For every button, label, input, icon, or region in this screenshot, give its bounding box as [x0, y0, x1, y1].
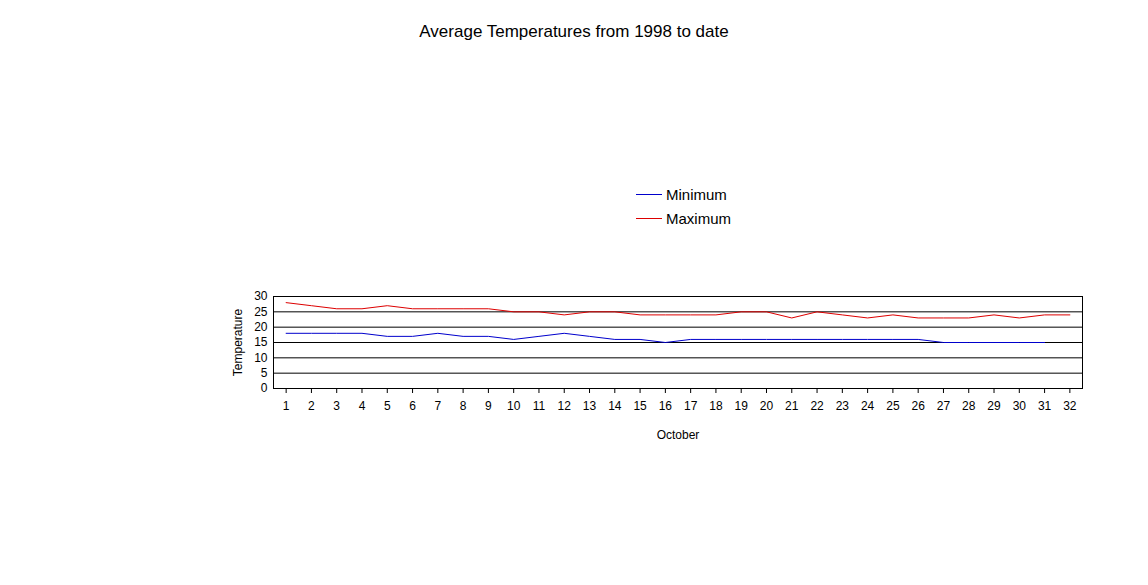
svg-text:30: 30	[1013, 399, 1027, 413]
svg-text:Temperature: Temperature	[231, 308, 245, 376]
svg-text:4: 4	[359, 399, 366, 413]
svg-text:15: 15	[633, 399, 647, 413]
svg-text:11: 11	[533, 399, 546, 413]
svg-text:25: 25	[886, 399, 900, 413]
svg-text:13: 13	[583, 399, 597, 413]
svg-text:20: 20	[254, 320, 268, 334]
svg-text:27: 27	[937, 399, 951, 413]
svg-text:21: 21	[785, 399, 799, 413]
svg-text:0: 0	[261, 381, 268, 395]
svg-text:15: 15	[254, 335, 268, 349]
svg-text:24: 24	[861, 399, 875, 413]
html-text:Maximum: Maximum	[666, 209, 731, 227]
svg-text:31: 31	[1038, 399, 1052, 413]
svg-text:12: 12	[558, 399, 572, 413]
svg-text:16: 16	[659, 399, 673, 413]
svg-text:8: 8	[460, 399, 467, 413]
svg-text:1: 1	[283, 399, 290, 413]
svg-text:26: 26	[911, 399, 925, 413]
svg-text:14: 14	[608, 399, 622, 413]
svg-text:25: 25	[254, 305, 268, 319]
html-text:Minimum: Minimum	[666, 185, 727, 203]
svg-text:30: 30	[254, 289, 268, 303]
svg-text:6: 6	[409, 399, 416, 413]
svg-text:32: 32	[1063, 399, 1077, 413]
svg-text:October: October	[657, 428, 700, 442]
svg-text:20: 20	[760, 399, 774, 413]
svg-text:22: 22	[810, 399, 824, 413]
svg-text:3: 3	[333, 399, 340, 413]
svg-text:17: 17	[684, 399, 698, 413]
svg-text:2: 2	[308, 399, 315, 413]
svg-text:19: 19	[735, 399, 749, 413]
svg-text:9: 9	[485, 399, 492, 413]
svg-text:29: 29	[987, 399, 1001, 413]
svg-text:23: 23	[836, 399, 850, 413]
svg-text:7: 7	[434, 399, 441, 413]
svg-text:18: 18	[709, 399, 723, 413]
svg-text:5: 5	[261, 366, 268, 380]
svg-text:10: 10	[507, 399, 521, 413]
html-text:Average Temperatures from 1998: Average Temperatures from 1998 to date	[419, 22, 729, 41]
svg-text:28: 28	[962, 399, 976, 413]
svg-text:5: 5	[384, 399, 391, 413]
svg-text:10: 10	[254, 351, 268, 365]
